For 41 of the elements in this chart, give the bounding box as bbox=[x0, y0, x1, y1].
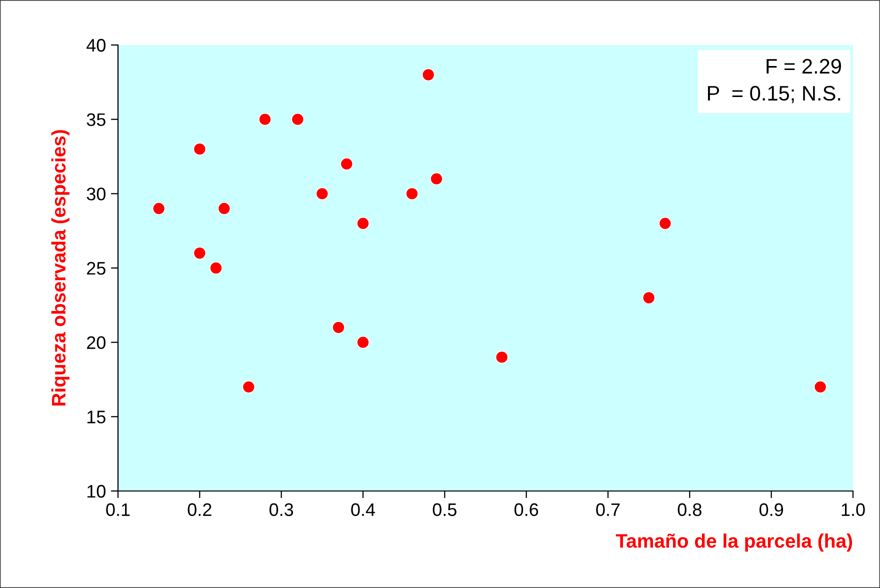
point bbox=[406, 187, 418, 200]
x-tick-label: 0.2 bbox=[188, 503, 212, 516]
y-tick-label: 40 bbox=[86, 38, 106, 52]
x-tick-label: 1.0 bbox=[842, 503, 865, 516]
x-tick-label: 0.6 bbox=[514, 503, 538, 516]
point bbox=[356, 216, 370, 230]
point bbox=[356, 336, 370, 349]
point bbox=[193, 246, 206, 260]
annotation: P = 0.15; N.S. bbox=[708, 86, 840, 104]
point bbox=[642, 291, 656, 304]
x-tick-label: 0.7 bbox=[596, 503, 620, 516]
point bbox=[658, 216, 672, 230]
x-tick-label: 0.5 bbox=[432, 503, 456, 516]
y-tick-label: 25 bbox=[87, 262, 106, 275]
point bbox=[258, 112, 272, 126]
x-axis-title: Tamaño de la parcela (ha) bbox=[616, 534, 852, 552]
point bbox=[218, 202, 231, 215]
point bbox=[422, 68, 435, 82]
x-tick-label: 0.3 bbox=[269, 503, 294, 516]
annotation: F = 2.29 bbox=[766, 58, 841, 74]
y-tick-label: 10 bbox=[87, 484, 106, 498]
y-tick-label: 30 bbox=[86, 188, 106, 200]
point bbox=[495, 350, 508, 364]
point bbox=[193, 142, 206, 156]
x-tick-label: 0.9 bbox=[759, 503, 784, 516]
y-axis-title: Riqueza observada (especies) bbox=[51, 130, 70, 406]
point bbox=[332, 321, 345, 334]
point bbox=[242, 380, 256, 394]
point bbox=[430, 172, 443, 186]
point bbox=[210, 262, 222, 274]
x-tick-label: 0.8 bbox=[678, 503, 702, 516]
y-tick-label: 35 bbox=[86, 113, 106, 126]
point bbox=[291, 112, 304, 126]
point bbox=[340, 158, 354, 170]
x-tick-label: 0.1 bbox=[106, 503, 130, 516]
x-tick-label: 0.4 bbox=[351, 503, 376, 516]
point bbox=[814, 380, 827, 394]
point bbox=[152, 202, 166, 215]
point bbox=[316, 187, 329, 200]
y-tick-label: 15 bbox=[87, 410, 106, 424]
y-tick-label: 20 bbox=[87, 336, 106, 350]
